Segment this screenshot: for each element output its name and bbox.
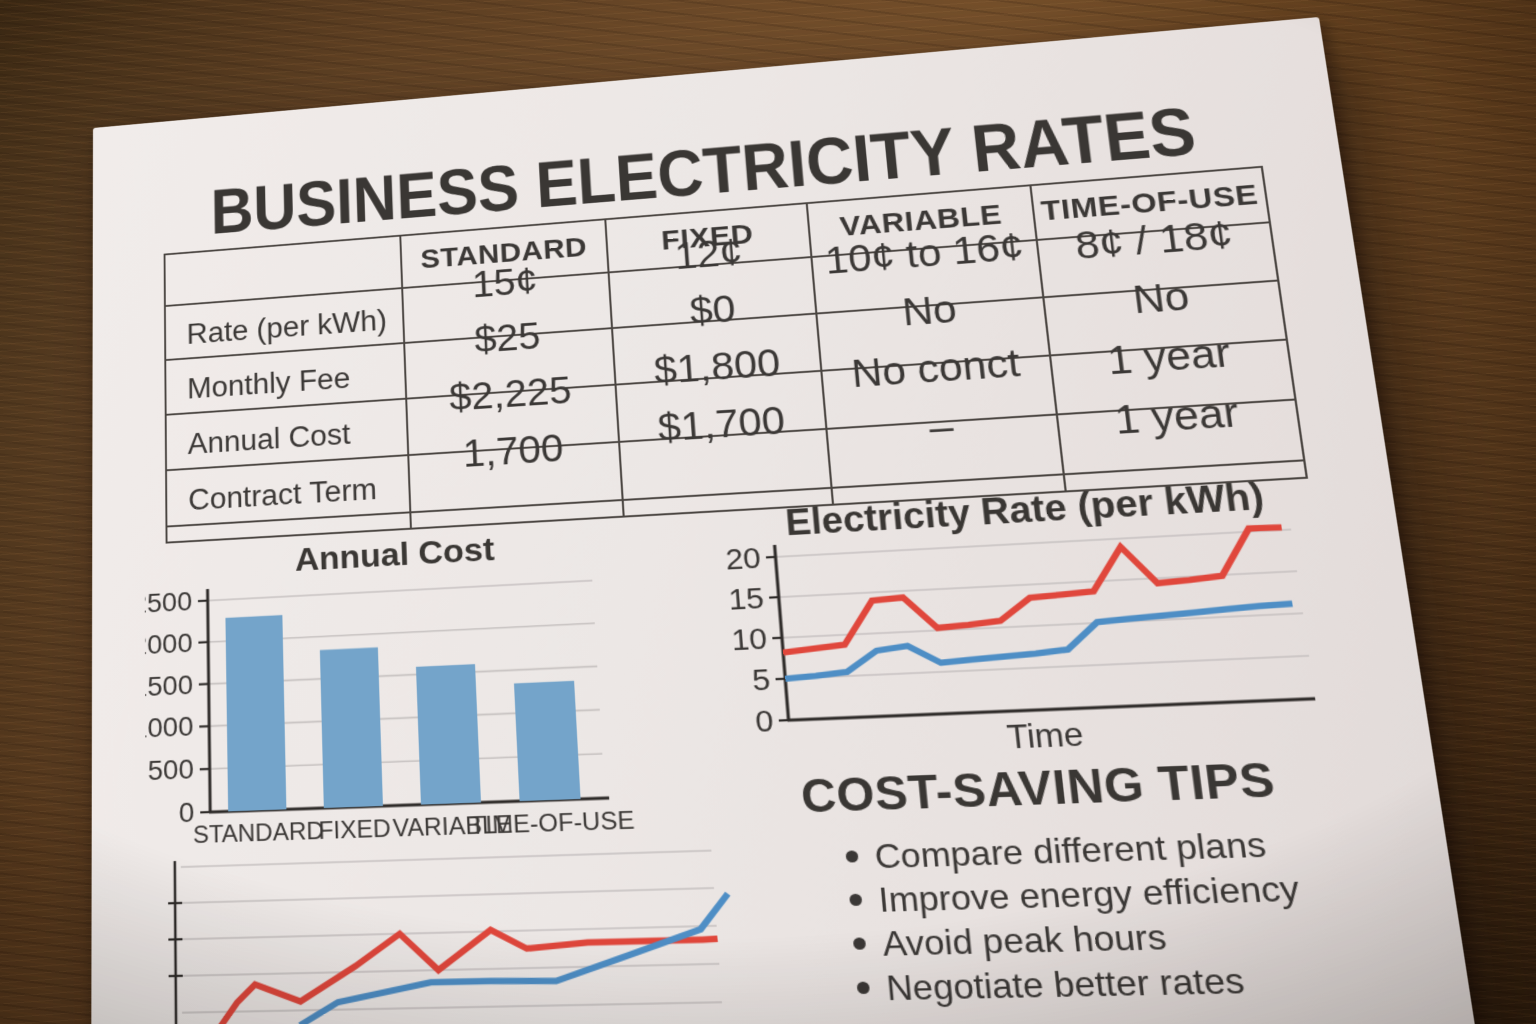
gridline — [182, 964, 720, 976]
cell-value: 1 year — [1112, 391, 1242, 443]
y-axis — [775, 545, 789, 720]
gridline — [776, 530, 1292, 557]
cell-value: $25 — [473, 315, 542, 362]
bar-variable — [415, 664, 482, 805]
cell-value: 1,700 — [461, 427, 565, 476]
list-item: Negotiate better rates — [885, 956, 1337, 1010]
category-label: VARIABLE — [392, 811, 513, 842]
cell-value: No conct — [849, 341, 1023, 396]
paper-document: BUSINESS ELECTRICITY RATES STANDARD FIXE… — [90, 16, 1503, 1024]
category-label: TIME-OF-USE — [470, 807, 636, 840]
y-tick-label: 2000 — [145, 628, 193, 661]
gridline — [208, 581, 593, 601]
bar-fixed — [319, 647, 383, 809]
cell-value: – — [927, 405, 956, 451]
y-tick-label: 20 — [724, 540, 762, 576]
bar-standard — [225, 615, 287, 812]
cell-value: $2,225 — [448, 369, 573, 420]
y-tick-label: 10 — [730, 620, 768, 657]
cell-value: No — [1130, 275, 1192, 323]
row-label: Annual Cost — [187, 417, 351, 461]
series-line-higher-rate-red — [775, 527, 1296, 653]
y-tick-label: 0 — [179, 797, 195, 829]
partial-bottom-line-chart — [149, 829, 757, 1024]
cell-value: $0 — [688, 288, 737, 333]
cell-value: 15¢ — [471, 260, 539, 306]
row-label: Monthly Fee — [187, 361, 351, 406]
cell-value: 8¢ / 18¢ — [1072, 213, 1236, 268]
row-label: Rate (per kWh) — [186, 303, 388, 351]
gridline — [182, 1002, 722, 1012]
y-tick-label: 500 — [148, 754, 194, 787]
gridline — [181, 888, 714, 903]
y-tick-label: 5 — [751, 661, 772, 697]
y-tick-label: 1500 — [145, 670, 193, 703]
category-label: FIXED — [318, 815, 391, 845]
cell-value: 12¢ — [673, 231, 744, 278]
x-axis-label: Time — [1005, 716, 1085, 756]
tips-list: Compare different plans Improve energy e… — [776, 821, 1336, 1012]
cell-value: 1 year — [1104, 331, 1234, 384]
y-axis — [208, 589, 211, 812]
category-label: STANDARD — [193, 818, 325, 849]
gridline — [181, 926, 716, 939]
cell-value: $1,700 — [656, 399, 787, 451]
bar-time-of-use — [513, 680, 581, 802]
cost-saving-tips-section: COST-SAVING TIPS Compare different plans… — [771, 753, 1336, 1012]
y-tick-label: 0 — [754, 702, 775, 739]
tips-heading: COST-SAVING TIPS — [799, 753, 1279, 824]
y-tick-label: 2500 — [145, 587, 193, 620]
cell-value: No — [900, 288, 959, 335]
gridline — [181, 851, 712, 867]
y-tick-label: 15 — [727, 580, 765, 617]
row-label: Contract Term — [188, 472, 378, 517]
cell-value: $1,800 — [652, 342, 782, 393]
y-tick-label: 1000 — [145, 712, 194, 745]
y-axis — [175, 861, 178, 1024]
